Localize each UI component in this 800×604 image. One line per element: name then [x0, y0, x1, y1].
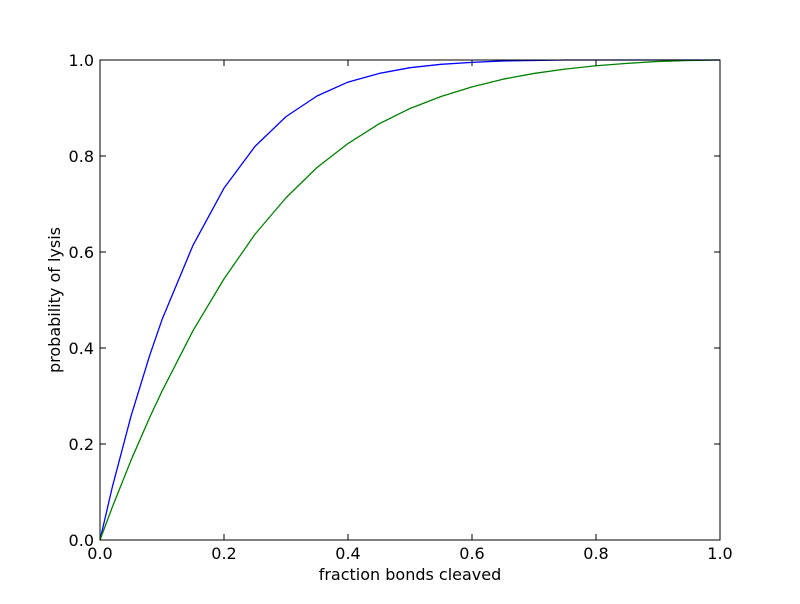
plot-area [100, 60, 720, 540]
y-tick-label: 0.6 [69, 243, 94, 262]
y-tick-label: 0.8 [69, 147, 94, 166]
x-axis-ticks: 0.0 0.2 0.4 0.6 0.8 1.0 [87, 60, 733, 563]
x-axis-label: fraction bonds cleaved [319, 565, 502, 584]
y-tick-label: 0.0 [69, 531, 94, 550]
series-line-2 [99, 59, 721, 541]
y-axis-label: probability of lysis [45, 227, 64, 373]
x-tick-label: 0.0 [87, 544, 112, 563]
x-tick-label: 0.4 [335, 544, 360, 563]
y-tick-label: 0.4 [69, 339, 94, 358]
x-tick-label: 0.8 [583, 544, 608, 563]
y-axis-ticks: 0.0 0.2 0.4 0.6 0.8 1.0 [69, 51, 720, 550]
x-tick-label: 0.6 [459, 544, 484, 563]
y-tick-label: 0.2 [69, 435, 94, 454]
x-tick-label: 1.0 [707, 544, 732, 563]
x-tick-label: 0.2 [211, 544, 236, 563]
plot-frame [99, 59, 721, 541]
y-tick-label: 1.0 [69, 51, 94, 70]
